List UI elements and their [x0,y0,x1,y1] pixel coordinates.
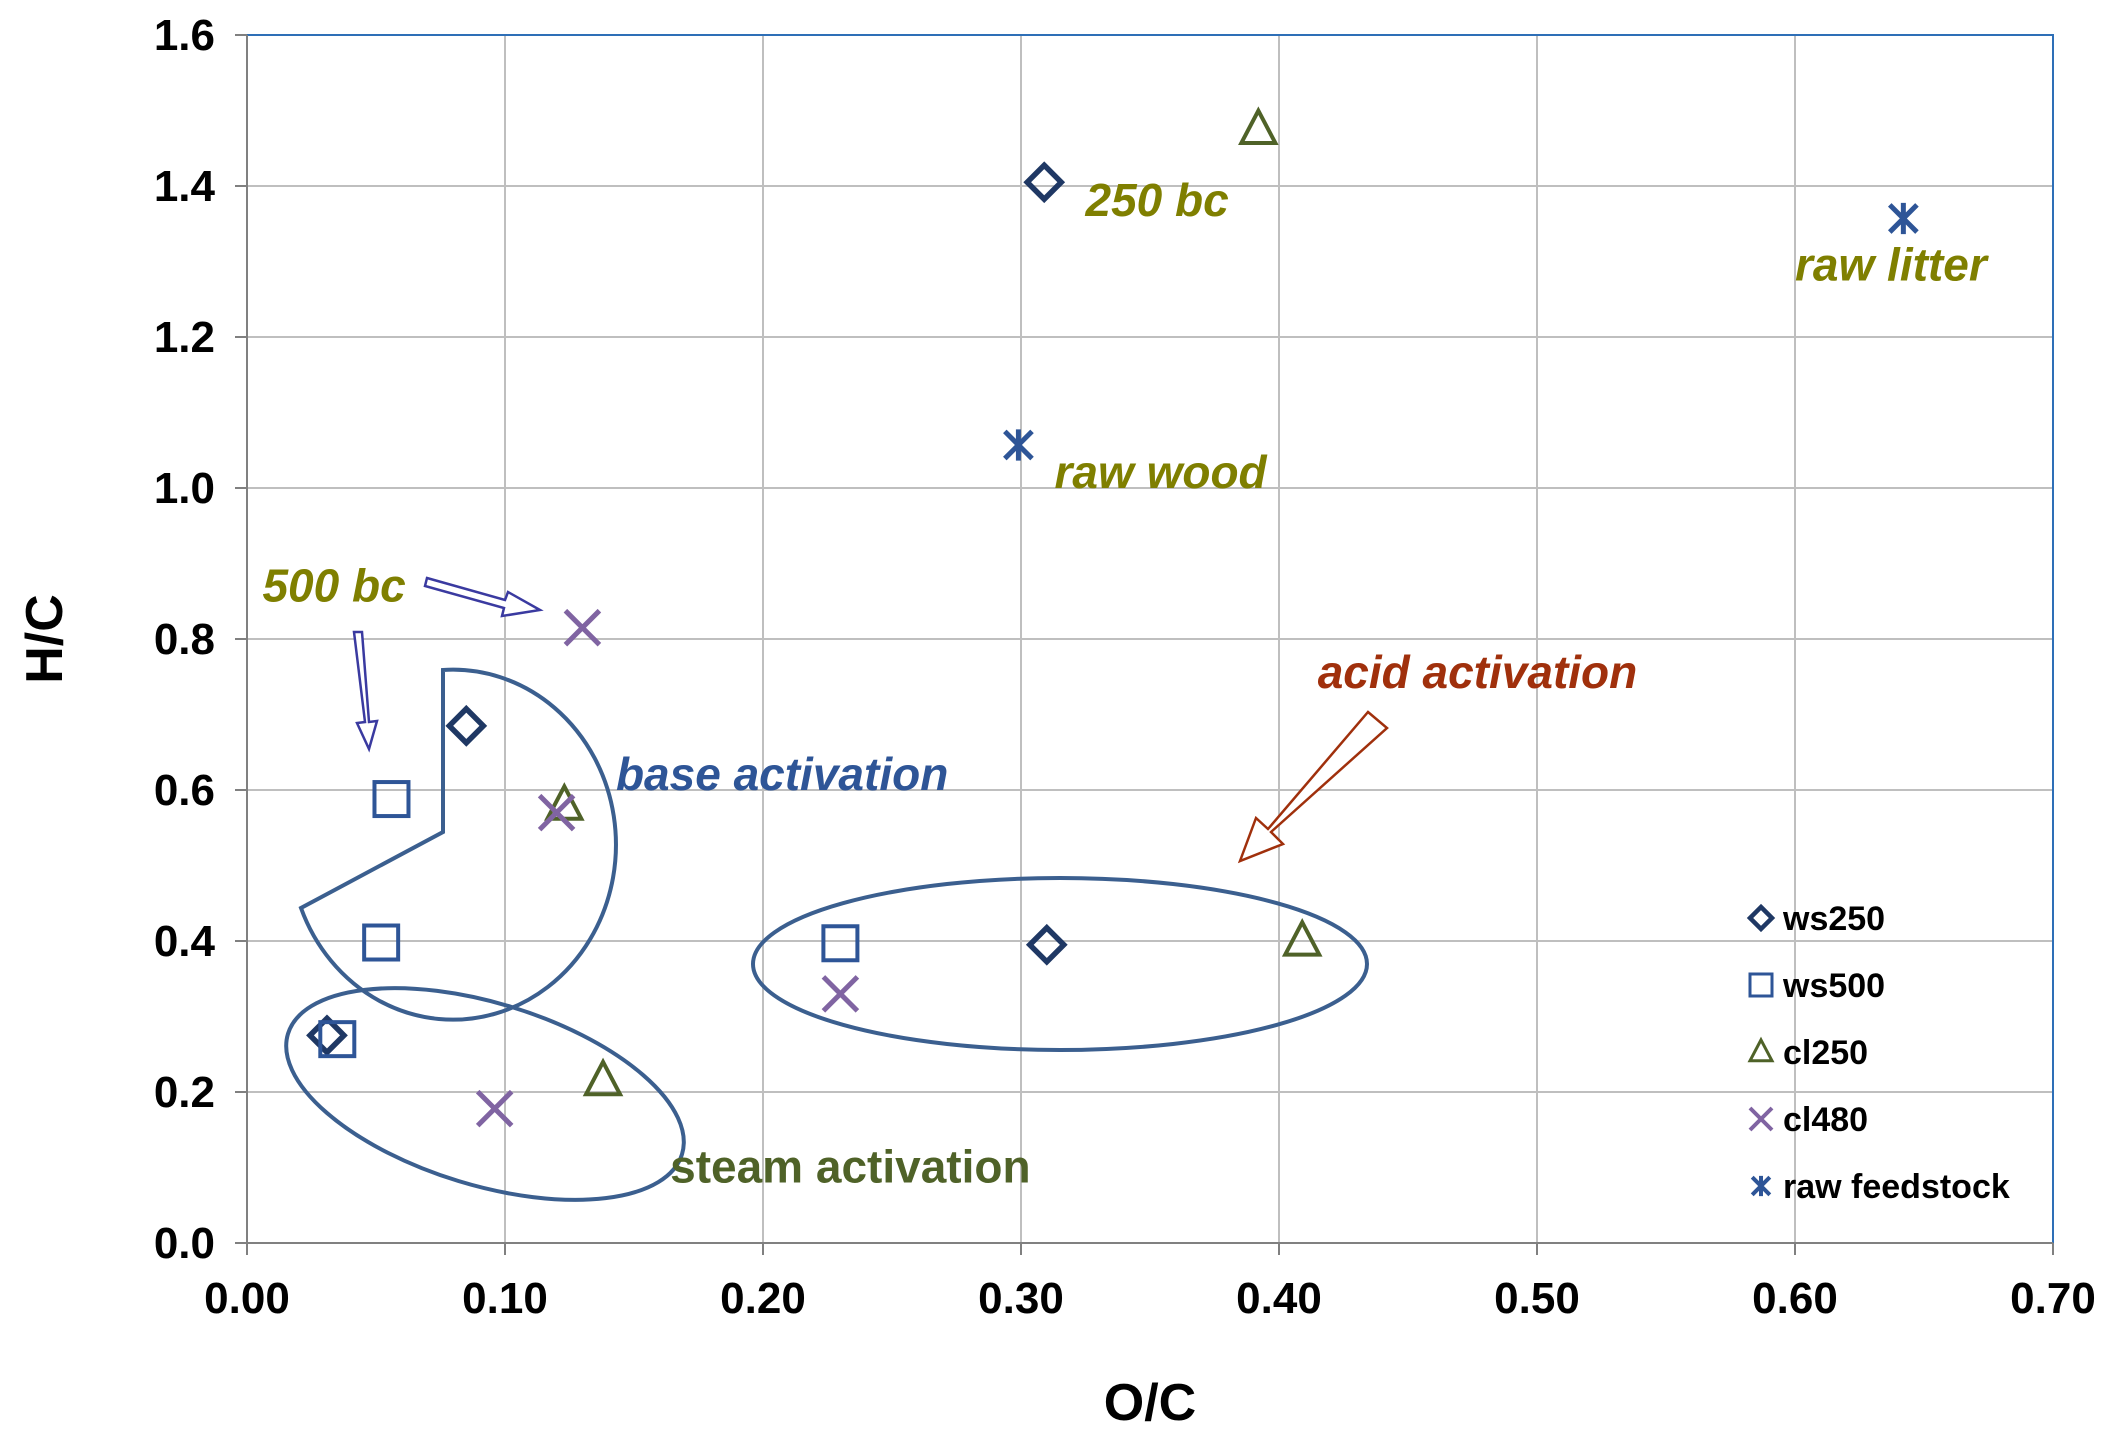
legend-marker-raw-feedstock [1750,1175,1772,1197]
annotation-label: acid activation [1318,646,1638,698]
y-tick-label: 0.6 [154,766,215,815]
y-axis-title: H/C [16,594,74,684]
data-point-ws250 [1023,161,1066,204]
base-activation-outline [298,667,618,1022]
annotation-label: 500 bc [262,559,405,611]
y-tick-label: 0.0 [154,1219,215,1268]
legend-label: raw feedstock [1783,1168,2010,1206]
annotation-label: 250 bc [1085,174,1229,226]
data-point-cl480 [537,793,576,832]
legend-marker-cl480 [1748,1106,1774,1132]
legend-label: cl480 [1783,1101,1868,1139]
y-tick-label: 0.2 [154,1068,215,1117]
legend: ws250 ws500 cl250 cl480 raw feedstock [1746,900,2010,1206]
x-tick-label: 0.50 [1494,1274,1580,1323]
data-point-cl250 [582,1057,624,1097]
data-point-raw-feedstock [1887,202,1919,235]
data-point-raw-feedstock [1003,429,1034,461]
acid-activation-arrow [1237,710,1389,864]
legend-label: cl250 [1783,1034,1868,1072]
data-point-ws250 [445,704,488,747]
annotation-label: raw litter [1795,238,1989,290]
500bc-arrow-right [423,576,544,618]
legend-marker-ws250 [1746,903,1776,933]
legend-label: ws250 [1782,900,1885,938]
y-tick-label: 1.0 [154,464,215,513]
legend-marker-cl250 [1747,1036,1775,1063]
data-point-ws250 [1025,923,1068,966]
x-axis-title: O/C [1104,1374,1196,1432]
data-point-ws500 [362,923,401,962]
data-point-cl250 [1238,106,1279,145]
marks-layer [306,106,1919,1128]
500bc-arrow-down [352,630,379,753]
data-point-cl480 [821,975,860,1013]
y-tick-label: 1.2 [154,313,215,362]
x-tick-label: 0.30 [978,1274,1064,1323]
x-tick-label: 0.70 [2010,1274,2096,1323]
data-point-ws500 [821,924,860,963]
y-tick-label: 1.4 [154,162,216,211]
annotation-label: raw wood [1055,446,1268,498]
grid-layer [247,35,2053,1243]
acid-activation-outline [751,876,1369,1052]
data-point-ws500 [372,780,411,819]
data-point-ws250 [306,1014,348,1057]
annotation-label: steam activation [670,1141,1030,1193]
y-tick-label: 0.4 [154,917,216,966]
legend-marker-ws500 [1748,972,1774,998]
data-point-ws500 [318,1020,357,1059]
data-point-cl250 [1281,918,1323,957]
y-tick-label: 0.8 [154,615,215,664]
y-tick-label: 1.6 [154,11,215,60]
x-tick-label: 0.60 [1752,1274,1838,1323]
legend-label: ws500 [1782,967,1885,1005]
axes-layer: 0.00 0.10 0.20 0.30 0.40 0.50 0.60 0.70 0.0 0.2 0.… [16,11,2096,1432]
data-point-cl480 [475,1089,514,1128]
x-tick-label: 0.10 [462,1274,548,1323]
steam-activation-outline [284,986,686,1202]
x-tick-label: 0.40 [1236,1274,1322,1323]
x-tick-label: 0.20 [720,1274,806,1323]
annotation-label: base activation [616,748,948,800]
data-point-cl480 [563,608,602,647]
x-tick-label: 0.00 [204,1274,290,1323]
annotation-layer: 250 bc raw litter raw wood 500 bc acid activ… [262,174,1988,1192]
